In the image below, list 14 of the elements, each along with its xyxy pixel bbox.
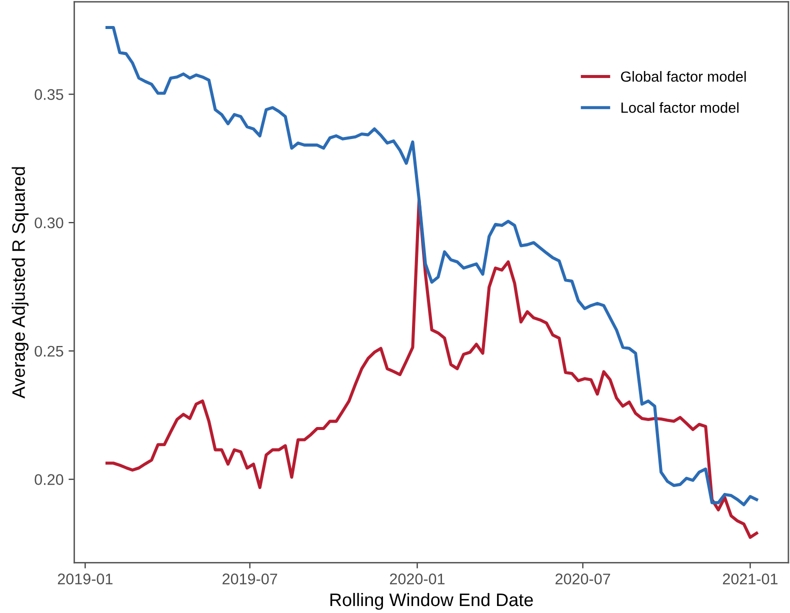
legend-label: Global factor model xyxy=(621,71,746,82)
y-tick-label: 0.35 xyxy=(34,89,64,100)
y-tick-label: 0.30 xyxy=(34,217,64,228)
legend-label: Local factor model xyxy=(621,102,738,113)
x-tick-label: 2020-07 xyxy=(556,574,610,584)
x-tick-label: 2019-01 xyxy=(58,574,112,584)
x-tick-label: 2019-07 xyxy=(222,574,278,584)
line-series xyxy=(105,26,758,506)
x-tick-label: 2021-01 xyxy=(722,574,778,584)
x-axis-title: Rolling Window End Date xyxy=(330,592,533,610)
x-tick-label: 2020-01 xyxy=(390,574,445,584)
y-tick-label: 0.25 xyxy=(34,346,64,357)
y-tick-label: 0.20 xyxy=(34,474,64,485)
y-axis-title: Average Adjusted R Squared xyxy=(12,167,29,399)
